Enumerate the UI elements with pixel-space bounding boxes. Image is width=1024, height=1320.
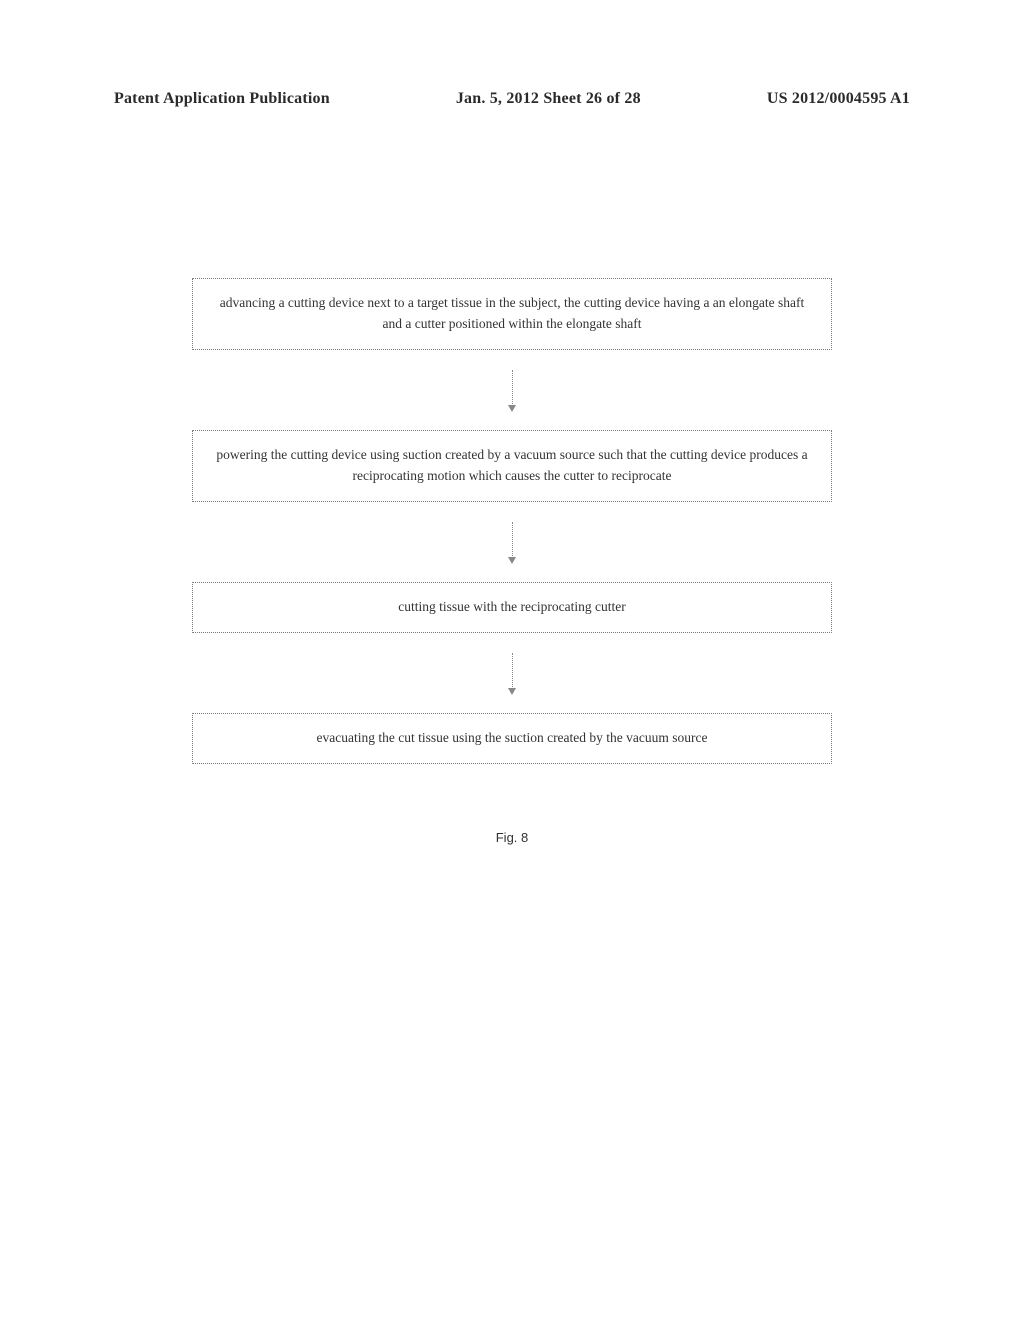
page-header: Patent Application Publication Jan. 5, 2… bbox=[114, 90, 910, 108]
figure-caption: Fig. 8 bbox=[72, 830, 952, 845]
flowchart: advancing a cutting device next to a tar… bbox=[182, 278, 842, 764]
page: Patent Application Publication Jan. 5, 2… bbox=[0, 0, 1024, 1320]
flow-step-4: evacuating the cut tissue using the suct… bbox=[192, 713, 832, 764]
header-right: US 2012/0004595 A1 bbox=[767, 90, 910, 108]
flow-step-1: advancing a cutting device next to a tar… bbox=[192, 278, 832, 350]
flow-arrow-icon bbox=[508, 653, 516, 695]
header-left: Patent Application Publication bbox=[114, 90, 330, 108]
header-center: Jan. 5, 2012 Sheet 26 of 28 bbox=[456, 90, 641, 108]
flow-arrow-icon bbox=[508, 522, 516, 564]
flow-step-3: cutting tissue with the reciprocating cu… bbox=[192, 582, 832, 633]
flow-arrow-icon bbox=[508, 370, 516, 412]
flow-step-2: powering the cutting device using suctio… bbox=[192, 430, 832, 502]
